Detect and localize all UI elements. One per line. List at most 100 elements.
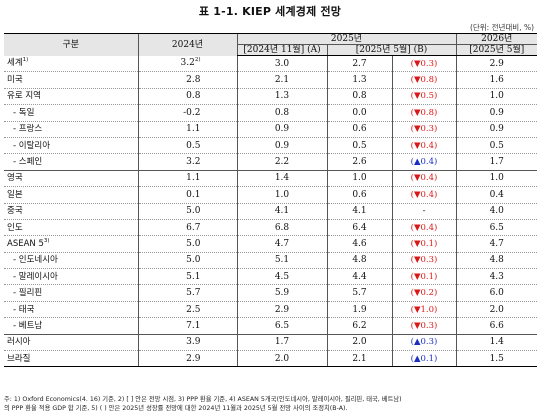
footnote-marker: 3): [43, 238, 50, 245]
value-2024: 0.5: [137, 137, 237, 155]
header-category: 구분: [4, 33, 138, 56]
value-2025-nov2024-text: 4.5: [274, 271, 290, 282]
value-2024-text: 5.0: [186, 206, 201, 217]
value-2024-text: 5.1: [186, 271, 201, 282]
footnote-marker: 2): [194, 57, 201, 64]
change-badge-text: (▼0.4): [410, 222, 438, 233]
row-label: - 이탈리아: [4, 137, 138, 155]
value-2024-text: 0.8: [186, 91, 201, 102]
value-2025-may2025-text: 1.9: [352, 304, 367, 315]
row-label-text: ASEAN 5: [7, 238, 44, 249]
value-2025-may2025-text: 1.3: [352, 75, 367, 86]
row-label-text: - 인도네시아: [13, 255, 58, 266]
value-2025-may2025: 0.6: [326, 121, 392, 138]
value-2025-nov2024: 6.5: [236, 317, 327, 335]
change-badge: (▼0.4): [391, 219, 456, 237]
change-badge-text: -: [422, 206, 426, 217]
row-label-text: 중국: [7, 206, 23, 217]
value-2026-text: 1.4: [489, 337, 504, 348]
value-2025-may2025: 2.0: [326, 334, 392, 352]
row-label-text: 러시아: [7, 337, 31, 348]
value-2026: 6.0: [455, 284, 537, 302]
value-2025-nov2024-text: 6.8: [274, 222, 290, 233]
header-2025: 2025년: [236, 33, 456, 45]
value-2026: 6.6: [455, 317, 537, 335]
value-2025-nov2024-text: 4.7: [274, 238, 290, 249]
row-label: 일본: [4, 186, 138, 204]
row-label-text: 영국: [7, 173, 23, 184]
row-label: 브라질: [4, 350, 138, 368]
change-badge-text: (▼1.0): [410, 304, 438, 315]
row-label-text: 유로 지역: [7, 91, 41, 102]
row-label-text: - 프랑스: [13, 124, 43, 135]
row-label: - 인도네시아: [4, 252, 138, 270]
change-badge-text: (▼0.1): [410, 238, 438, 249]
row-label: 중국: [4, 203, 138, 220]
value-2026: 4.0: [455, 203, 537, 220]
row-label: - 프랑스: [4, 121, 138, 138]
value-2026: 1.5: [455, 350, 537, 368]
change-badge-text: (▼0.8): [410, 75, 438, 86]
value-2024-text: 2.5: [186, 304, 201, 315]
footnotes: 주: 1) Oxford Economics(4. 16) 기준, 2) [ ]…: [4, 395, 536, 413]
value-2024: 5.1: [137, 268, 237, 286]
change-badge: (▼0.5): [391, 88, 456, 106]
row-label-text: - 필리핀: [13, 288, 43, 299]
value-2025-nov2024: 4.1: [236, 203, 327, 220]
value-2026: 2.0: [455, 301, 537, 319]
value-2025-may2025-text: 0.6: [352, 124, 367, 135]
table-row: - 베트남 7.1 6.5 6.2 (▼0.3) 6.6: [4, 317, 537, 335]
value-2025-nov2024-text: 1.0: [274, 189, 290, 200]
change-badge: -: [391, 203, 456, 220]
value-2024-text: 0.1: [186, 189, 201, 200]
value-2025-may2025: 4.6: [326, 235, 392, 253]
change-badge-text: (▼0.4): [410, 189, 438, 200]
row-label: - 스페인: [4, 153, 138, 171]
value-2025-may2025-text: 2.6: [352, 157, 367, 168]
value-2025-nov2024: 0.9: [236, 121, 327, 138]
value-2024: 0.1: [137, 186, 237, 204]
value-2025-nov2024: 4.5: [236, 268, 327, 286]
value-2026-text: 4.3: [489, 271, 504, 282]
table-row: 러시아 3.9 1.7 2.0 (▲0.3) 1.4: [4, 334, 537, 352]
value-2025-may2025-text: 5.7: [352, 288, 367, 299]
change-badge: (▼0.4): [391, 170, 456, 188]
table-row: 중국 5.0 4.1 4.1 - 4.0: [4, 203, 537, 220]
value-2026: 6.5: [455, 219, 537, 237]
change-badge: (▼1.0): [391, 301, 456, 319]
change-badge-text: (▼0.5): [410, 91, 438, 102]
row-label: ASEAN 53): [4, 235, 138, 253]
row-label-text: - 이탈리아: [13, 140, 51, 151]
value-2026: 0.9: [455, 104, 537, 122]
value-2025-may2025-text: 0.6: [352, 189, 367, 200]
value-2025-may2025-text: 1.0: [352, 173, 367, 184]
value-2026-text: 0.4: [489, 189, 504, 200]
value-2025-nov2024: 1.0: [236, 186, 327, 204]
change-badge: (▼0.4): [391, 186, 456, 204]
value-2025-may2025: 6.2: [326, 317, 392, 335]
table-row: 세계1) 3.22) 3.0 2.7 (▼0.3) 2.9: [4, 55, 537, 73]
value-2025-nov2024-text: 5.1: [274, 255, 290, 266]
change-badge-text: (▲0.3): [410, 337, 438, 348]
row-label-text: 인도: [7, 222, 23, 233]
value-2024-text: 3.2: [180, 58, 195, 69]
value-2026-text: 1.0: [489, 173, 504, 184]
value-2025-may2025-text: 2.7: [352, 58, 367, 69]
value-2025-may2025-text: 0.5: [352, 140, 367, 151]
value-2025-may2025-text: 4.8: [352, 255, 367, 266]
row-label-text: - 베트남: [13, 320, 43, 331]
value-2026-text: 0.5: [489, 140, 504, 151]
change-badge-text: (▼0.3): [410, 58, 438, 69]
row-label-text: 세계: [7, 58, 23, 69]
table-row: - 태국 2.5 2.9 1.9 (▼1.0) 2.0: [4, 301, 537, 319]
value-2025-nov2024-text: 1.3: [274, 91, 290, 102]
change-badge: (▼0.2): [391, 284, 456, 302]
value-2026-text: 1.5: [489, 353, 504, 364]
change-badge: (▲0.1): [391, 350, 456, 368]
change-badge-text: (▲0.4): [410, 157, 438, 168]
value-2025-nov2024: 6.8: [236, 219, 327, 237]
footnote-line: 주: 1) Oxford Economics(4. 16) 기준, 2) [ ]…: [4, 396, 402, 403]
value-2024: -0.2: [137, 104, 237, 122]
value-2025-nov2024-text: 2.9: [274, 304, 290, 315]
table-row: - 프랑스 1.1 0.9 0.6 (▼0.3) 0.9: [4, 121, 537, 138]
